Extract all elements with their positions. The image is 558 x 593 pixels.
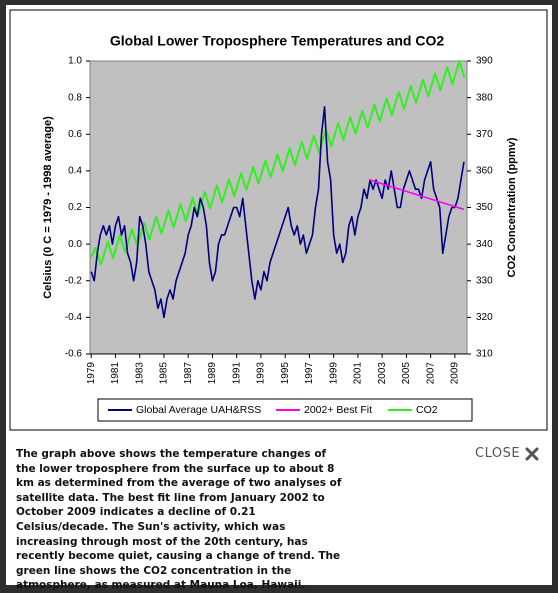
y2-axis-title: CO2 Concentration (ppmv) xyxy=(506,137,518,277)
x-tick-label: 1979 xyxy=(86,362,97,385)
caption-line: increasing through most of the 20th cent… xyxy=(16,535,308,548)
chart: Global Lower Troposphere Temperatures an… xyxy=(9,9,548,431)
caption-line: Celsius/decade. The Sun's activity, whic… xyxy=(16,520,286,533)
x-tick-label: 1983 xyxy=(134,362,145,385)
y2-tick-label: 380 xyxy=(476,92,493,103)
caption-line: The graph above shows the temperature ch… xyxy=(16,448,327,460)
legend-label: Global Average UAH&RSS xyxy=(136,404,261,416)
series-line xyxy=(90,60,466,266)
caption-line: the lower troposphere from the surface u… xyxy=(16,462,335,475)
x-tick-label: 1989 xyxy=(207,362,218,385)
x-tick-label: 1987 xyxy=(183,362,194,385)
close-button[interactable]: CLOSE xyxy=(475,446,539,461)
close-label[interactable]: CLOSE xyxy=(475,446,521,461)
y-tick-label: -0.2 xyxy=(65,275,83,286)
series-line xyxy=(90,105,465,319)
y2-tick-label: 330 xyxy=(476,275,493,286)
caption-line: km as determined from the average of two… xyxy=(16,477,342,490)
y-tick-label: 0.0 xyxy=(68,239,82,250)
x-tick-label: 1981 xyxy=(110,362,121,385)
x-tick-label: 2003 xyxy=(377,362,388,385)
y2-tick-label: 310 xyxy=(476,349,493,360)
close-icon[interactable] xyxy=(525,447,539,461)
x-tick-label: 2007 xyxy=(425,362,436,385)
y-axis-title: Celsius (0 C = 1979 - 1998 average) xyxy=(42,116,54,299)
caption-line: recently become quiet, causing a change … xyxy=(16,550,341,563)
lightbox: Global Lower Troposphere Temperatures an… xyxy=(6,5,552,591)
x-tick-label: 1997 xyxy=(304,362,315,385)
series-line xyxy=(369,179,465,211)
y-tick-label: 0.6 xyxy=(68,129,82,140)
caption-line: green line shows the CO2 concentration i… xyxy=(16,564,292,577)
caption-line: October 2009 indicates a decline of 0.21 xyxy=(16,506,256,519)
plot-area xyxy=(89,60,468,355)
legend-label: 2002+ Best Fit xyxy=(304,404,372,416)
x-tick-label: 1985 xyxy=(159,362,170,385)
x-tick-label: 2001 xyxy=(353,362,364,385)
y-tick-label: 0.8 xyxy=(68,92,82,103)
x-tick-label: 1999 xyxy=(328,362,339,385)
y2-tick-label: 360 xyxy=(476,166,493,177)
caption: The graph above shows the temperature ch… xyxy=(16,447,356,593)
chart-title: Global Lower Troposphere Temperatures an… xyxy=(110,33,444,49)
y2-tick-label: 320 xyxy=(476,312,493,323)
y2-tick-label: 340 xyxy=(476,239,493,250)
x-tick-label: 1991 xyxy=(231,362,242,385)
y-tick-label: 1.0 xyxy=(68,56,82,67)
x-tick-label: 1993 xyxy=(256,362,267,385)
y-tick-label: 0.2 xyxy=(68,202,82,213)
x-tick-label: 1995 xyxy=(280,362,291,385)
y2-tick-label: 370 xyxy=(476,129,493,140)
y-tick-label: -0.6 xyxy=(65,349,83,360)
legend-label: CO2 xyxy=(416,404,438,416)
y-tick-label: -0.4 xyxy=(65,312,83,323)
y-tick-label: 0.4 xyxy=(68,166,82,177)
x-tick-label: 2005 xyxy=(401,362,412,385)
y2-tick-label: 390 xyxy=(476,56,493,67)
caption-line: satellite data. The best fit line from J… xyxy=(16,491,325,504)
caption-line: atmosphere, as measured at Mauna Loa, Ha… xyxy=(16,579,306,592)
x-tick-label: 2009 xyxy=(450,362,461,385)
y2-tick-label: 350 xyxy=(476,202,493,213)
